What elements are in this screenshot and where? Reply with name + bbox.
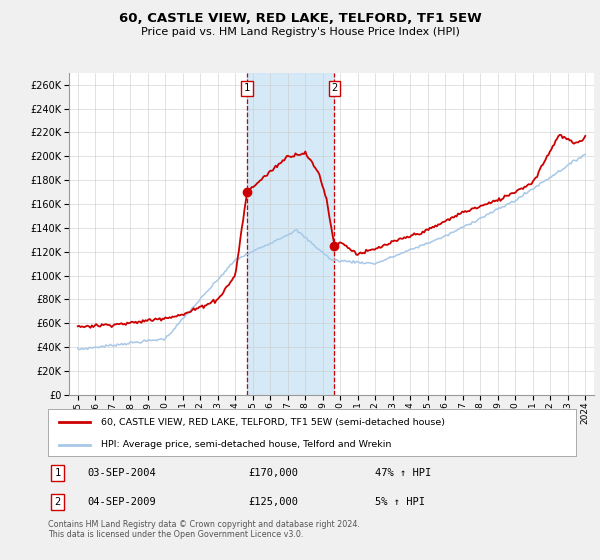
- Text: 03-SEP-2004: 03-SEP-2004: [88, 468, 157, 478]
- Bar: [247, 73, 334, 395]
- Text: 47% ↑ HPI: 47% ↑ HPI: [376, 468, 431, 478]
- Text: Contains HM Land Registry data © Crown copyright and database right 2024.
This d: Contains HM Land Registry data © Crown c…: [48, 520, 360, 539]
- Text: 1: 1: [244, 83, 250, 94]
- Text: 60, CASTLE VIEW, RED LAKE, TELFORD, TF1 5EW (semi-detached house): 60, CASTLE VIEW, RED LAKE, TELFORD, TF1 …: [101, 418, 445, 427]
- Text: £125,000: £125,000: [248, 497, 299, 507]
- Text: 5% ↑ HPI: 5% ↑ HPI: [376, 497, 425, 507]
- Text: £170,000: £170,000: [248, 468, 299, 478]
- Text: 2: 2: [331, 83, 338, 94]
- Text: Price paid vs. HM Land Registry's House Price Index (HPI): Price paid vs. HM Land Registry's House …: [140, 27, 460, 37]
- Text: 60, CASTLE VIEW, RED LAKE, TELFORD, TF1 5EW: 60, CASTLE VIEW, RED LAKE, TELFORD, TF1 …: [119, 12, 481, 25]
- Text: 04-SEP-2009: 04-SEP-2009: [88, 497, 157, 507]
- Text: 1: 1: [55, 468, 61, 478]
- Text: 2: 2: [55, 497, 61, 507]
- Text: HPI: Average price, semi-detached house, Telford and Wrekin: HPI: Average price, semi-detached house,…: [101, 440, 391, 449]
